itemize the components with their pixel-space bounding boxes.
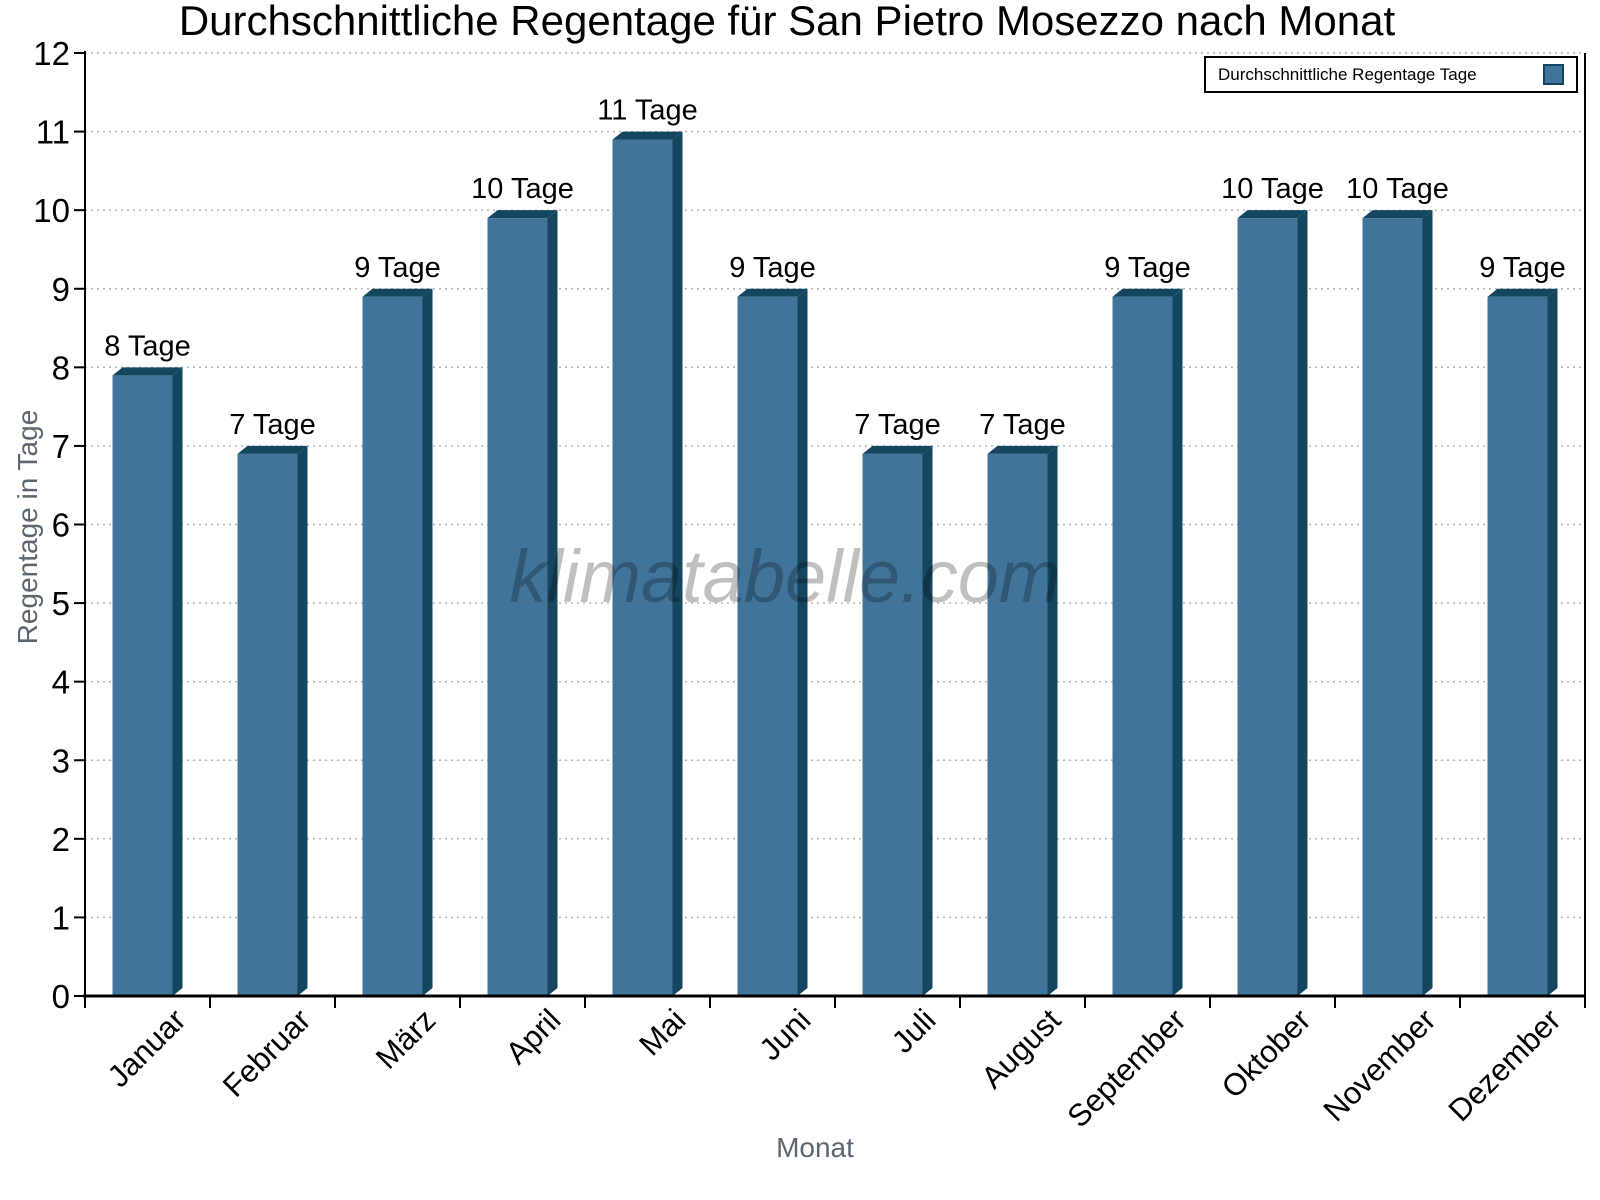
x-label-September: September [1060,1002,1192,1134]
bar-side-bevel [1172,288,1183,996]
x-label-November: November [1317,1002,1443,1128]
bar-April: 10 Tage [471,173,574,996]
bar-Juni: 9 Tage [729,252,816,996]
bar-side-bevel [547,210,558,996]
x-axis-title: Monat [776,1132,854,1163]
y-tick-label: 0 [52,978,70,1015]
gridlines [85,52,1585,919]
bar-top-bevel [237,445,308,454]
y-tick-label: 5 [52,585,70,622]
y-tick-label: 9 [52,271,70,308]
bar-top-bevel [1362,210,1433,219]
x-label-Juni: Juni [752,1002,817,1067]
bar-value-label: 7 Tage [854,409,941,441]
bar-top-bevel [862,445,933,454]
bar-Februar: 7 Tage [229,409,316,997]
x-label-Oktober: Oktober [1215,1002,1318,1105]
bar-value-label: 10 Tage [471,173,574,205]
x-label-Januar: Januar [101,1002,193,1094]
bar-face [862,453,923,997]
bar-value-label: 9 Tage [729,252,816,284]
bar-side-bevel [297,445,308,997]
bar-value-label: 10 Tage [1221,173,1324,205]
bar-September: 9 Tage [1104,252,1191,996]
bar-März: 9 Tage [354,252,441,996]
bar-top-bevel [112,367,183,376]
bar-value-label: 7 Tage [979,409,1066,441]
bar-side-bevel [1297,210,1308,996]
bar-Oktober: 10 Tage [1221,173,1324,996]
x-label-März: März [369,1002,442,1075]
x-axis-ticks [84,996,1586,1008]
bar-August: 7 Tage [979,409,1066,997]
x-label-April: April [499,1002,568,1071]
bar-face [1362,218,1423,996]
bar-top-bevel [987,445,1058,454]
axes [83,51,1586,998]
bar-value-label: 8 Tage [104,330,191,362]
bar-face [987,453,1048,997]
bar-side-bevel [672,131,683,997]
bar-side-bevel [1547,288,1558,996]
bar-top-bevel [737,288,808,297]
y-tick-label: 3 [52,742,70,779]
y-tick-label: 4 [52,664,70,701]
bar-value-label: 9 Tage [1479,252,1566,284]
bar-face [1487,296,1548,996]
bar-Juli: 7 Tage [854,409,941,997]
bar-value-label: 9 Tage [1104,252,1191,284]
bar-value-label: 10 Tage [1346,173,1449,205]
bar-side-bevel [1047,445,1058,997]
bar-value-label: 7 Tage [229,409,316,441]
x-label-Mai: Mai [632,1002,692,1062]
bar-face [737,296,798,996]
bar-face [237,453,298,997]
bar-Mai: 11 Tage [597,95,698,997]
bar-November: 10 Tage [1346,173,1449,996]
x-category-labels: Januar Februar März April Mai Juni Juli AugustS… [101,1002,1568,1134]
bar-face [112,375,173,996]
x-label-Dezember: Dezember [1442,1002,1568,1128]
bars: 8 Tage 7 Tage 9 Tage 10 Tage 11 Tage 9 Tage 7 … [104,95,1566,997]
y-tick-label: 2 [52,821,70,858]
bar-side-bevel [797,288,808,996]
bar-side-bevel [922,445,933,997]
legend-color-swatch-icon [1543,64,1564,85]
chart-title: Durchschnittliche Regentage für San Piet… [178,0,1396,44]
y-tick-label: 1 [52,899,70,936]
bar-Dezember: 9 Tage [1479,252,1566,996]
bar-value-label: 9 Tage [354,252,441,284]
bar-side-bevel [1422,210,1433,996]
bar-side-bevel [422,288,433,996]
y-tick-label: 11 [36,114,70,151]
bar-Januar: 8 Tage [104,330,191,996]
x-label-Februar: Februar [216,1002,318,1104]
y-tick-label: 6 [52,507,70,544]
bar-face [1112,296,1173,996]
bar-top-bevel [1487,288,1558,297]
bar-face [487,218,548,996]
bar-top-bevel [362,288,433,297]
legend-box: Durchschnittliche Regentage Tage [1204,56,1578,93]
y-tick-label: 8 [52,349,70,386]
bar-side-bevel [172,367,183,996]
bar-face [1237,218,1298,996]
x-label-August: August [974,1002,1067,1095]
y-tick-label: 10 [33,192,70,229]
bar-face [612,139,673,997]
bar-top-bevel [487,210,558,219]
legend-series-label: Durchschnittliche Regentage Tage [1218,64,1477,84]
bar-value-label: 11 Tage [597,95,698,127]
bar-top-bevel [1237,210,1308,219]
y-tick-label: 12 [33,35,70,72]
bar-face [362,296,423,996]
bar-top-bevel [612,131,683,140]
bar-top-bevel [1112,288,1183,297]
y-tick-label: 7 [52,428,70,465]
x-label-Juli: Juli [885,1002,943,1060]
